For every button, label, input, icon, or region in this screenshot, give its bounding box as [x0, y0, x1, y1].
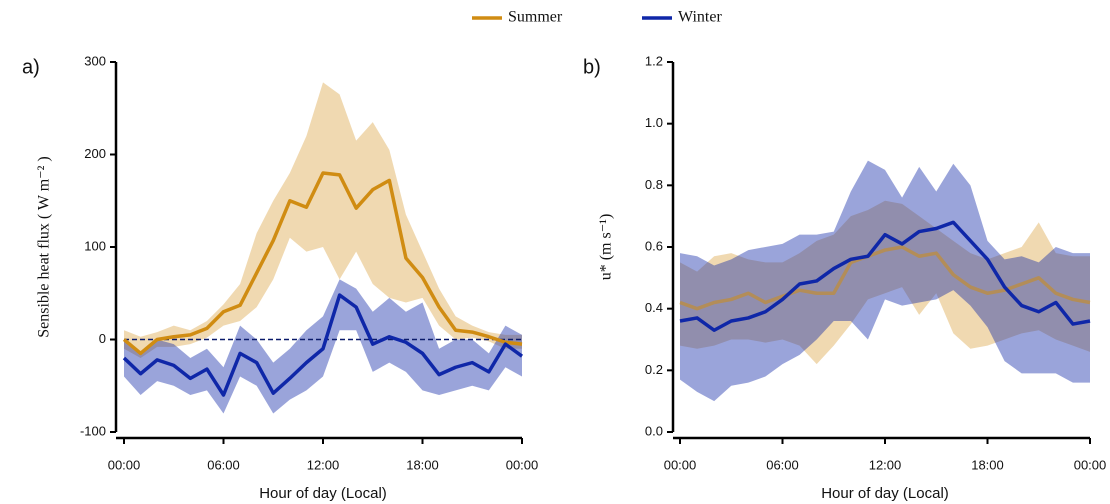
y-tick-label: -100: [80, 423, 106, 438]
y-tick-label: 0.6: [645, 238, 663, 253]
y-tick-label: 0.4: [645, 300, 663, 315]
y-tick-label: 0.2: [645, 362, 663, 377]
x-tick-label: 12:00: [307, 457, 340, 472]
legend-label: Winter: [678, 9, 722, 26]
x-tick-label: 18:00: [406, 457, 439, 472]
x-tick-label: 18:00: [971, 457, 1004, 472]
legend-label: Summer: [508, 9, 563, 26]
panel-label: b): [583, 56, 601, 78]
y-axis-title: Sensible heat flux ( W m⁻² ): [36, 156, 53, 338]
y-tick-label: 0.8: [645, 177, 663, 192]
panel-label: a): [22, 56, 40, 78]
y-axis-title: u* (m s⁻¹): [598, 214, 615, 281]
x-tick-label: 00:00: [664, 457, 697, 472]
x-tick-label: 12:00: [869, 457, 902, 472]
x-axis-title: Hour of day (Local): [821, 485, 949, 502]
range-band: [124, 82, 522, 358]
y-tick-label: 1.2: [645, 53, 663, 68]
x-axis-title: Hour of day (Local): [259, 485, 387, 502]
series-line: [679, 245, 1091, 311]
series-line: [679, 220, 1091, 332]
y-tick-label: 200: [84, 146, 106, 161]
x-tick-label: 00:00: [108, 457, 141, 472]
x-tick-label: 00:00: [506, 457, 539, 472]
y-tick-label: 300: [84, 53, 106, 68]
range-band: [680, 160, 1090, 402]
y-tick-label: 100: [84, 238, 106, 253]
range-band: [680, 200, 1090, 365]
series-line: [122, 171, 523, 356]
y-tick-label: 0: [99, 331, 106, 346]
y-tick-label: 0.0: [645, 423, 663, 438]
x-tick-label: 00:00: [1074, 457, 1107, 472]
x-tick-label: 06:00: [766, 457, 799, 472]
y-tick-label: 1.0: [645, 115, 663, 130]
series-line: [122, 293, 524, 397]
x-tick-label: 06:00: [207, 457, 240, 472]
